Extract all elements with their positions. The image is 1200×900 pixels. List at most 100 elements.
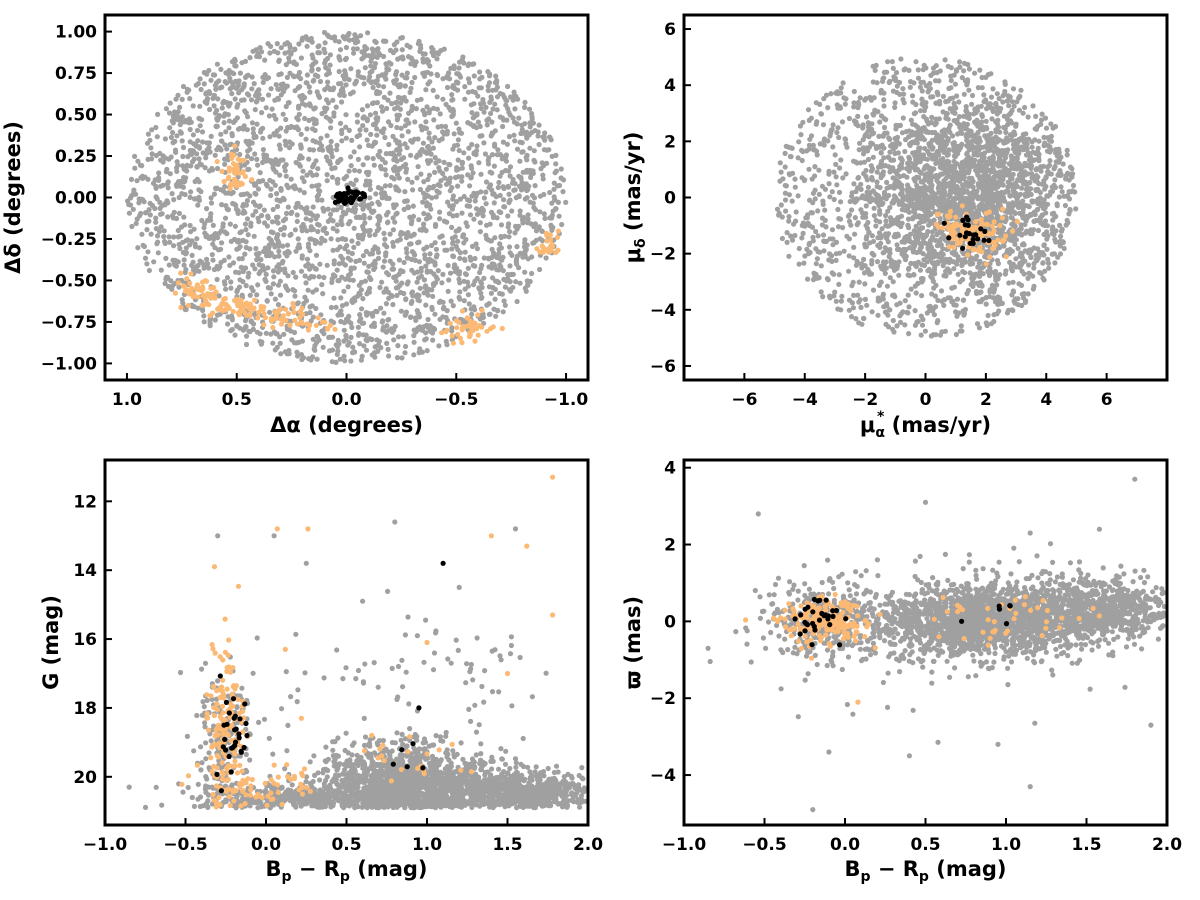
field-point bbox=[495, 147, 501, 153]
field-point bbox=[362, 65, 368, 71]
field-point bbox=[373, 191, 379, 197]
field-point bbox=[299, 155, 305, 161]
field-point bbox=[273, 116, 279, 122]
field-point bbox=[375, 249, 382, 255]
field-point bbox=[481, 275, 487, 281]
field-point bbox=[247, 193, 253, 199]
field-point bbox=[355, 73, 361, 79]
field-point bbox=[387, 231, 393, 237]
field-point bbox=[802, 223, 808, 229]
field-point bbox=[870, 154, 876, 160]
field-point bbox=[404, 255, 411, 261]
field-point bbox=[351, 50, 357, 56]
field-point bbox=[915, 166, 921, 172]
field-point bbox=[380, 130, 386, 136]
field-point bbox=[295, 200, 301, 206]
field-point bbox=[426, 172, 433, 178]
field-point bbox=[432, 240, 438, 246]
field-point bbox=[1038, 168, 1044, 174]
field-point bbox=[280, 243, 286, 249]
field-point bbox=[543, 255, 549, 261]
field-point bbox=[1020, 110, 1026, 116]
field-point bbox=[926, 209, 932, 216]
field-point bbox=[432, 155, 438, 161]
members-point bbox=[243, 300, 249, 306]
field-point bbox=[492, 296, 498, 302]
x-tick-label: 1.0 bbox=[112, 390, 142, 410]
field-point bbox=[351, 244, 357, 250]
field-point bbox=[443, 338, 449, 344]
field-point bbox=[383, 329, 389, 335]
field-point bbox=[871, 213, 878, 219]
field-point bbox=[238, 229, 244, 235]
field-point bbox=[303, 102, 309, 108]
field-point bbox=[440, 129, 446, 135]
field-point bbox=[440, 170, 446, 177]
field-point bbox=[500, 184, 506, 190]
field-point bbox=[500, 123, 506, 130]
field-point bbox=[231, 119, 237, 125]
field-point bbox=[224, 231, 230, 237]
field-point bbox=[236, 270, 242, 276]
field-point bbox=[459, 165, 465, 171]
field-point bbox=[191, 156, 197, 162]
field-point bbox=[432, 223, 439, 229]
field-point bbox=[820, 122, 827, 128]
field-point bbox=[244, 198, 250, 204]
field-point bbox=[932, 293, 939, 299]
field-point bbox=[416, 259, 422, 265]
field-point bbox=[353, 177, 359, 183]
field-point bbox=[429, 195, 435, 201]
field-point bbox=[427, 251, 433, 257]
field-point bbox=[467, 254, 473, 260]
field-point bbox=[379, 319, 385, 325]
field-point bbox=[421, 179, 427, 185]
field-point bbox=[312, 347, 318, 353]
field-point bbox=[375, 199, 381, 205]
field-point bbox=[237, 151, 243, 158]
field-point bbox=[256, 219, 262, 225]
field-point bbox=[219, 84, 225, 90]
field-point bbox=[228, 285, 234, 291]
field-point bbox=[360, 123, 366, 129]
field-point bbox=[450, 303, 456, 309]
field-point bbox=[481, 109, 487, 115]
field-point bbox=[342, 68, 348, 74]
field-point bbox=[130, 206, 136, 212]
field-point bbox=[505, 83, 511, 90]
field-point bbox=[836, 134, 842, 141]
field-point bbox=[328, 118, 334, 124]
field-point bbox=[298, 268, 305, 274]
field-point bbox=[552, 197, 558, 203]
field-point bbox=[242, 58, 249, 64]
field-point bbox=[889, 59, 895, 65]
field-point bbox=[411, 231, 417, 237]
field-point bbox=[795, 193, 801, 199]
field-point bbox=[313, 216, 319, 222]
field-point bbox=[316, 337, 322, 343]
field-point bbox=[268, 237, 274, 243]
field-point bbox=[214, 147, 220, 153]
field-point bbox=[806, 242, 812, 248]
field-point bbox=[254, 257, 260, 263]
field-point bbox=[375, 214, 381, 220]
field-point bbox=[397, 236, 403, 243]
field-point bbox=[439, 280, 445, 286]
field-point bbox=[171, 234, 177, 240]
field-point bbox=[214, 61, 220, 67]
field-point bbox=[302, 115, 308, 122]
field-point bbox=[362, 278, 368, 284]
field-point bbox=[364, 155, 370, 161]
field-point bbox=[236, 90, 242, 96]
field-point bbox=[281, 331, 287, 337]
field-point bbox=[492, 143, 498, 149]
field-point bbox=[465, 89, 472, 95]
field-point bbox=[272, 254, 278, 260]
field-point bbox=[991, 312, 997, 318]
field-point bbox=[465, 120, 471, 126]
field-point bbox=[403, 235, 410, 241]
field-point bbox=[358, 33, 364, 39]
field-point bbox=[401, 259, 407, 266]
field-point bbox=[366, 205, 372, 211]
field-point bbox=[506, 191, 512, 197]
